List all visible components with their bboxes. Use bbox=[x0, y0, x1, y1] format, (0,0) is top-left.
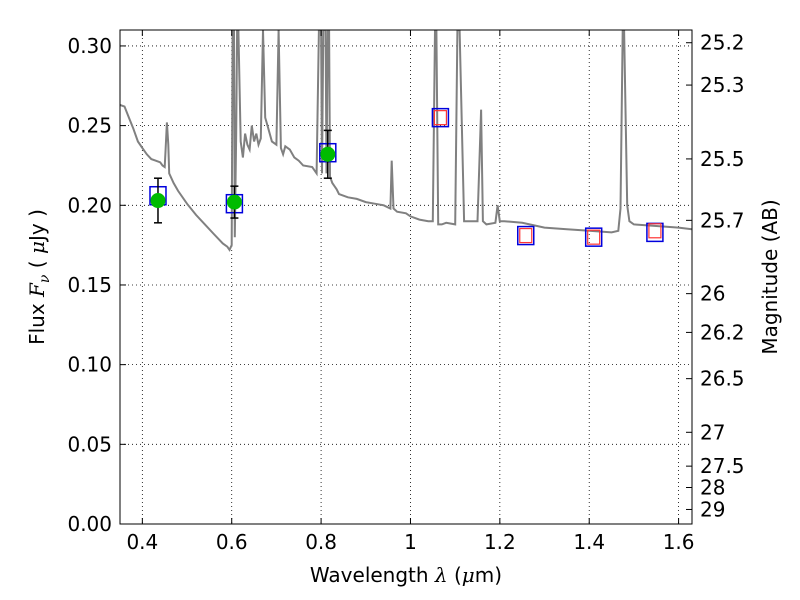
x-tick-label: 1 bbox=[404, 530, 417, 554]
y-axis-title: Flux Fν ( μJy ) bbox=[25, 209, 53, 345]
x-tick-label: 1.6 bbox=[663, 530, 695, 554]
observed-flux-point bbox=[320, 146, 336, 162]
observed-flux-point bbox=[150, 193, 166, 209]
y-tick-label: 0.05 bbox=[67, 432, 112, 456]
plot-frame bbox=[119, 29, 693, 525]
y2-tick-label: 26.5 bbox=[700, 367, 745, 391]
observed-flux-point bbox=[226, 194, 242, 210]
predicted-flux-red-square bbox=[433, 110, 448, 126]
y2-axis-title: Magnitude (AB) bbox=[758, 199, 782, 354]
x-tick-label: 1.4 bbox=[573, 530, 605, 554]
y-tick-label: 0.20 bbox=[67, 193, 112, 217]
grid-lines bbox=[120, 30, 692, 525]
predicted-flux-blue-square bbox=[431, 107, 450, 128]
x-tick-label: 0.4 bbox=[126, 530, 158, 554]
predicted-flux-red-square bbox=[648, 223, 662, 239]
y2-tick-label: 25.3 bbox=[700, 73, 745, 97]
x-axis: 0.4 0.6 0.8 1 1.2 1.4 1.6 bbox=[126, 30, 695, 554]
y2-tick-label: 25.2 bbox=[700, 31, 745, 55]
predicted-flux-blue-square bbox=[517, 225, 535, 246]
model-spectrum-line bbox=[120, 30, 692, 252]
y-axis: 0.00 0.05 0.10 0.15 0.20 0.25 0.30 bbox=[67, 34, 126, 536]
y-tick-label: 0.00 bbox=[67, 512, 112, 536]
y2-tick-label: 26 bbox=[700, 282, 725, 306]
y-tick-label: 0.15 bbox=[67, 273, 112, 297]
y2-tick-label: 29 bbox=[700, 497, 725, 521]
y-tick-label: 0.30 bbox=[67, 34, 112, 58]
y2-tick-label: 25.7 bbox=[700, 208, 745, 232]
y-tick-label: 0.25 bbox=[67, 114, 112, 138]
y2-tick-label: 27 bbox=[700, 420, 725, 444]
y2-tick-label: 28 bbox=[700, 475, 725, 499]
x-tick-label: 0.8 bbox=[305, 530, 337, 554]
predicted-flux-red-square bbox=[587, 229, 601, 245]
y2-tick-label: 25.5 bbox=[700, 147, 745, 171]
y2-tick-label: 27.5 bbox=[700, 454, 745, 478]
x-axis-title: Wavelength λ (μm) bbox=[310, 563, 502, 587]
predicted-flux-red-square bbox=[519, 227, 533, 244]
y-tick-label: 0.10 bbox=[67, 353, 112, 377]
plot-area bbox=[120, 30, 692, 252]
x-tick-label: 0.6 bbox=[216, 530, 248, 554]
y2-tick-label: 26.2 bbox=[700, 320, 745, 344]
x-tick-label: 1.2 bbox=[484, 530, 516, 554]
predicted-flux-blue-square bbox=[584, 227, 603, 247]
